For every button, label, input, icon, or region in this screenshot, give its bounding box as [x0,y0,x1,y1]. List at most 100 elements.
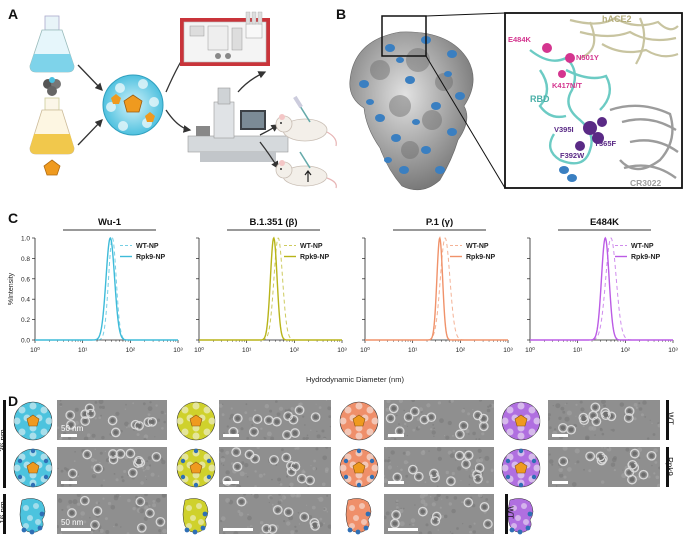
scale-bar [223,481,239,484]
legend-label: Rpk9-NP [631,254,661,261]
size-bar-36nm [3,400,6,488]
label-hace2: hACE2 [602,14,632,24]
panel-b-structure: hACE2 E484K N501Y K417N/T RBD V395I Y365… [349,12,683,191]
size-label-36nm: 36 nm [0,429,8,452]
x-tick-label: 10³ [503,347,513,354]
em-micrograph [57,447,167,487]
np-model [12,494,54,536]
dls-instrument-icon [180,11,270,66]
x-tick-label: 10⁰ [360,346,370,354]
legend-label: Rpk9-NP [466,254,496,261]
label-cr3022: CR3022 [630,178,661,188]
mouse-icon-2 [275,151,337,189]
buried-residues [575,117,607,151]
x-axis-label: Hydrodynamic Diameter (nm) [306,375,404,384]
series-line-rpk9 [35,236,178,341]
chart-title: B.1.351 (β) [249,217,297,228]
legend-label: Rpk9-NP [300,254,330,261]
legend-label: WT-NP [136,243,159,250]
np-model [175,447,217,489]
row-label-wt: WT [665,412,675,425]
label-k417: K417N/T [552,81,582,90]
np-model [338,447,380,489]
x-tick-label: 10² [290,347,300,354]
glycan-dots [359,36,465,174]
y-tick-label: 1.0 [21,236,30,243]
flask-yellow-icon [29,97,75,155]
x-tick-label: 10³ [337,347,347,354]
scale-bar [223,434,239,437]
row-label-wt-bottom: WT [505,506,515,519]
scale-bar [388,434,404,437]
scale-bar-label: 50 nm [61,424,84,433]
em-micrograph [219,447,331,487]
size-label-16nm: 16 nm [0,501,8,524]
panel-a-schematic [29,11,337,189]
hace2-ribbon [569,16,679,65]
np-model [12,447,54,489]
scale-bar [552,481,568,484]
label-f392w: F392W [560,151,585,160]
panel-d-em-grid: 50 nm 50 nm 36 nm 16 nm WT Rpk9 WT [0,400,685,540]
scale-bar [552,434,568,437]
chart-title: E484K [590,217,619,228]
electron-microscope-icon [187,87,289,162]
em-micrograph [57,400,167,440]
x-tick-label: 10² [126,347,136,354]
np-model [175,494,217,536]
em-micrograph [219,494,331,534]
row-label-rpk9: Rpk9 [664,457,674,476]
x-tick-label: 10⁰ [30,346,40,354]
x-tick-label: 10³ [173,347,183,354]
cr3022-ribbon [609,104,679,179]
x-tick-label: 10¹ [78,347,88,354]
protein-gray-icon [43,77,61,96]
row-bar-rpk9 [666,447,669,487]
scale-bar [388,528,418,531]
panel-label-c: C [8,210,19,226]
x-tick-label: 10³ [668,347,678,354]
zoom-box [381,15,427,57]
np-model [338,400,380,442]
em-micrograph [219,400,331,440]
scale-bar [223,528,253,531]
y-tick-label: 0.8 [21,256,30,263]
mouse-icon [275,95,337,147]
em-micrograph [57,494,167,534]
x-tick-label: 10² [621,347,631,354]
em-micrograph [384,447,494,487]
x-tick-label: 10² [456,347,466,354]
x-tick-label: 10¹ [408,347,418,354]
chart-title: Wu-1 [98,217,122,228]
scale-bar [61,434,77,437]
spike-surface [349,31,474,191]
y-tick-label: 0.6 [21,276,30,283]
row-bar-wt-bottom [505,494,508,534]
legend-label: Rpk9-NP [136,254,166,261]
legend-label: WT-NP [466,243,489,250]
np-model [500,400,542,442]
np-model [338,494,380,536]
y-tick-label: 0.0 [21,338,30,345]
label-e484k: E484K [508,35,532,44]
series-line-rpk9 [365,236,508,341]
mutation-residues [542,43,575,78]
em-micrograph [384,494,494,534]
np-model [12,400,54,442]
np-model [175,400,217,442]
panel-c-dls-charts: Wu-1 0.0 0.2 0.4 0.6 0.8 1.0 10⁰ 10¹ 10² 10³ WT-NP R… [8,217,679,384]
pentamer-orange-icon [43,159,61,176]
x-tick-label: 10¹ [573,347,583,354]
scale-bar [388,481,404,484]
label-rbd: RBD [530,94,550,104]
x-tick-label: 10¹ [242,347,252,354]
panel-label-d: D [8,393,19,409]
x-tick-label: 10⁰ [194,346,204,354]
flask-blue-icon [29,15,75,73]
nanoparticle-icon [102,74,164,136]
scale-bar [61,481,77,484]
y-tick-label: 0.2 [21,317,30,324]
series-line-rpk9 [530,236,673,341]
x-tick-label: 10⁰ [525,346,535,354]
panel-label-b: B [336,6,347,22]
